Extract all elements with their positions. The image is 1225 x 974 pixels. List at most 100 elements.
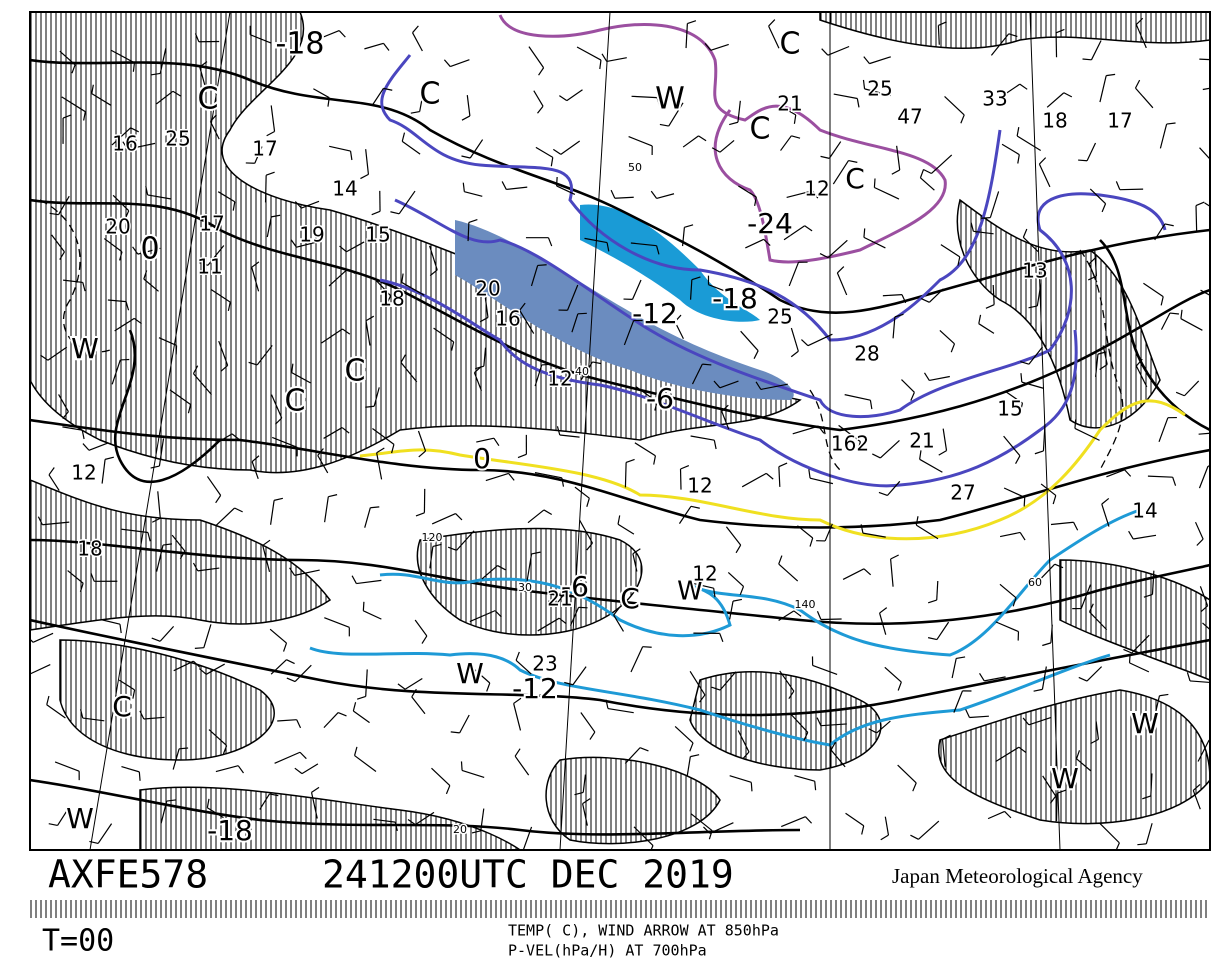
map-label: 120 <box>422 531 443 544</box>
map-label: 0 <box>473 442 491 475</box>
map-label: -18 <box>712 282 758 315</box>
map-label: 12 <box>692 562 717 586</box>
wind-barb-feather <box>1083 59 1092 60</box>
map-label: 17 <box>252 137 277 161</box>
map-label: 19 <box>299 223 324 247</box>
map-label: 21 <box>909 429 934 453</box>
map-label: 14 <box>1132 499 1157 523</box>
wind-barb-feather <box>702 364 711 365</box>
map-label: 18 <box>77 537 102 561</box>
map-label: C <box>780 27 801 62</box>
wind-barb-feather <box>557 177 558 186</box>
map-label: 18 <box>1042 109 1067 133</box>
wind-barb-feather <box>751 782 752 791</box>
map-label: 140 <box>795 598 816 611</box>
forecast-step: T=00 <box>42 924 114 959</box>
wind-barb-feather <box>195 648 204 649</box>
map-label: 20 <box>105 215 130 239</box>
map-label: -24 <box>747 207 793 240</box>
wind-barb <box>1057 793 1058 821</box>
map-label: C <box>845 162 865 195</box>
wind-barb-feather <box>981 218 990 219</box>
map-label: -18 <box>276 27 325 62</box>
map-label: 12 <box>687 474 712 498</box>
map-label: 14 <box>332 177 357 201</box>
wind-barb-feather <box>1130 654 1131 663</box>
map-label: 30 <box>518 581 532 594</box>
map-label: W <box>1051 762 1079 795</box>
wind-barb <box>625 462 626 487</box>
wind-barb <box>821 619 842 620</box>
map-label: 13 <box>1022 259 1047 283</box>
map-label: 15 <box>997 397 1022 421</box>
map-label: C <box>345 354 366 389</box>
map-label: W <box>71 332 99 365</box>
wind-barb-feather <box>538 265 547 266</box>
map-label: 23 <box>532 652 557 676</box>
wind-barb-feather <box>461 761 462 770</box>
map-label: C <box>420 77 441 112</box>
map-label: -18 <box>207 814 253 847</box>
agency: Japan Meteorological Agency <box>892 864 1143 888</box>
legend-line: P-VEL(hPa/H) AT 700hPa <box>508 942 707 960</box>
map-label: C <box>750 112 771 147</box>
map-label: C <box>198 82 219 117</box>
wind-barb <box>1196 206 1197 233</box>
wind-barb-feather <box>874 179 875 188</box>
chart-code: AXFE578 <box>48 853 208 897</box>
wind-barb-feather <box>1024 497 1025 506</box>
wind-barb-feather <box>1075 420 1076 429</box>
hatched-strip <box>30 900 1210 918</box>
wind-barb-feather <box>864 228 865 237</box>
map-label: 28 <box>854 342 879 366</box>
map-label: 15 <box>365 223 390 247</box>
map-label: 21 <box>547 587 572 611</box>
map-label: 16 <box>112 132 137 156</box>
map-label: 47 <box>897 105 922 129</box>
map-label: 60 <box>1028 576 1042 589</box>
wind-barb-feather <box>578 313 587 314</box>
map-label: W <box>456 657 484 690</box>
map-label: 25 <box>867 77 892 101</box>
wind-barb-feather <box>542 364 551 365</box>
map-label: W <box>66 802 94 835</box>
map-label: 40 <box>575 365 589 378</box>
map-label: -6 <box>646 382 674 415</box>
wind-barb <box>1120 189 1143 190</box>
map-label: 33 <box>982 87 1007 111</box>
wind-barb-feather <box>179 748 188 749</box>
map-label: 27 <box>950 481 975 505</box>
wind-barb-feather <box>139 772 140 781</box>
wind-barb-feather <box>643 647 652 648</box>
map-label: 20 <box>475 277 500 301</box>
map-label: 20 <box>453 823 467 836</box>
map-label: 0 <box>140 232 159 267</box>
map-label: W <box>1131 707 1159 740</box>
map-label: 17 <box>199 212 224 236</box>
map-label: C <box>112 690 132 723</box>
map-label: C <box>620 582 640 615</box>
wind-barb-feather <box>363 602 364 611</box>
valid-time: 241200UTC DEC 2019 <box>322 853 734 897</box>
map-label: 16 <box>495 307 520 331</box>
map-label: 50 <box>628 161 642 174</box>
map-label: -12 <box>512 672 558 705</box>
map-label: W <box>655 82 685 117</box>
wind-barb-feather <box>1078 160 1087 161</box>
legend-line: TEMP( C), WIND ARROW AT 850hPa <box>508 922 779 940</box>
map-label: 12 <box>547 367 572 391</box>
wind-barb <box>266 175 267 202</box>
map-label: 12 <box>804 177 829 201</box>
map-label: 162 <box>831 432 869 456</box>
wind-barb-feather <box>1021 373 1022 382</box>
map-label: 25 <box>767 305 792 329</box>
map-label: 11 <box>197 255 222 279</box>
map-label: 25 <box>165 127 190 151</box>
map-label: 21 <box>777 92 802 116</box>
wind-barb <box>468 222 469 241</box>
map-label: C <box>285 384 306 419</box>
map-label: 17 <box>1107 109 1132 133</box>
map-label: -12 <box>632 297 678 330</box>
map-label: 18 <box>379 287 404 311</box>
